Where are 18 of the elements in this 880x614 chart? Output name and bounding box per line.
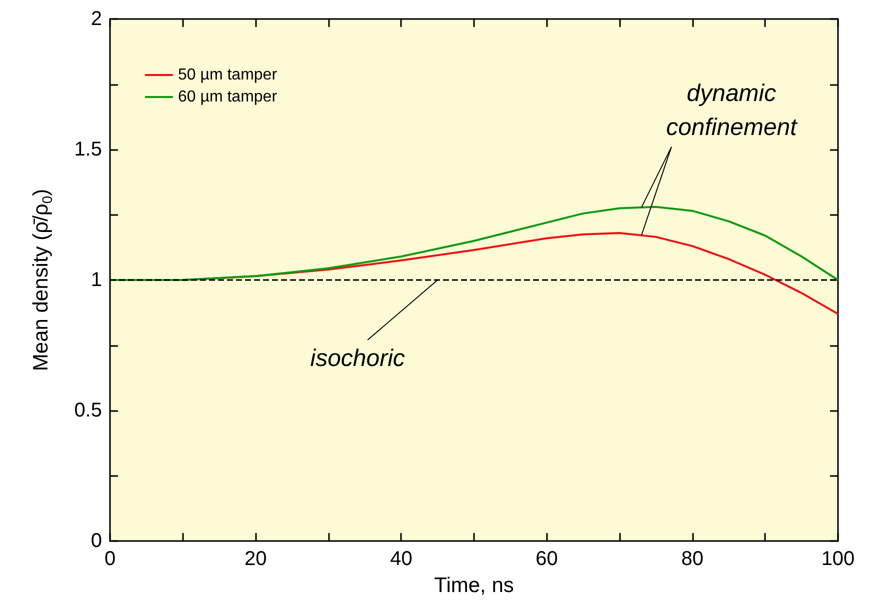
legend-label: 50 µm tamper bbox=[178, 66, 278, 84]
y-tick-label: 0 bbox=[90, 530, 102, 552]
x-tick-label: 0 bbox=[104, 548, 116, 570]
annotation: isochoric bbox=[310, 345, 405, 372]
x-axis-title: Time, ns bbox=[434, 574, 514, 597]
x-tick-label: 100 bbox=[821, 548, 855, 570]
line-series bbox=[109, 206, 839, 281]
y-tick-label: 2 bbox=[90, 8, 102, 30]
legend-label: 60 µm tamper bbox=[178, 88, 278, 106]
x-tick-label: 40 bbox=[390, 548, 412, 570]
x-tick-label: 80 bbox=[681, 548, 704, 570]
y-tick-label: 1 bbox=[90, 269, 102, 291]
y-tick-label: 1.5 bbox=[74, 138, 102, 160]
y-axis-title: Mean density (ρ̄/ρ0) bbox=[30, 188, 55, 372]
x-tick-label: 20 bbox=[244, 548, 267, 570]
x-tick-label: 60 bbox=[536, 548, 558, 570]
y-tick-label: 0.5 bbox=[74, 400, 102, 422]
annotation: dynamic confinement bbox=[666, 80, 798, 141]
